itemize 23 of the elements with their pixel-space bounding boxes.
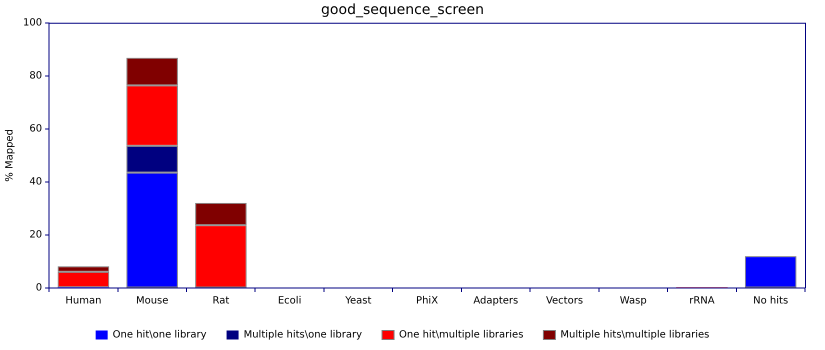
legend-label: Multiple hits\multiple libraries — [560, 330, 710, 341]
y-axis-title: % Mapped — [4, 129, 16, 182]
legend-label: One hit\multiple libraries — [399, 330, 524, 341]
chart-title: good_sequence_screen — [321, 2, 484, 18]
legend-label: One hit\one library — [112, 330, 207, 341]
legend-label: Multiple hits\one library — [244, 330, 362, 341]
x-tick-label: Adapters — [473, 296, 518, 307]
x-tick-label: Wasp — [620, 296, 647, 307]
y-tick-label: 80 — [29, 70, 42, 82]
x-tick-label: PhiX — [416, 296, 438, 307]
x-tick-label: No hits — [753, 296, 788, 307]
x-tick-label: Rat — [212, 296, 230, 307]
y-tick-label: 0 — [36, 282, 42, 294]
x-tick-label: Human — [65, 296, 102, 307]
y-tick-label: 100 — [22, 17, 42, 28]
y-tick-label: 20 — [29, 230, 42, 241]
x-tick-label: Ecoli — [278, 296, 302, 307]
y-tick-label: 40 — [29, 176, 42, 188]
x-tick-label: Vectors — [546, 296, 584, 307]
x-tick-label: Mouse — [136, 296, 168, 307]
y-tick-label: 60 — [29, 123, 42, 134]
x-tick-label: rRNA — [689, 296, 715, 307]
x-tick-label: Yeast — [344, 296, 372, 307]
